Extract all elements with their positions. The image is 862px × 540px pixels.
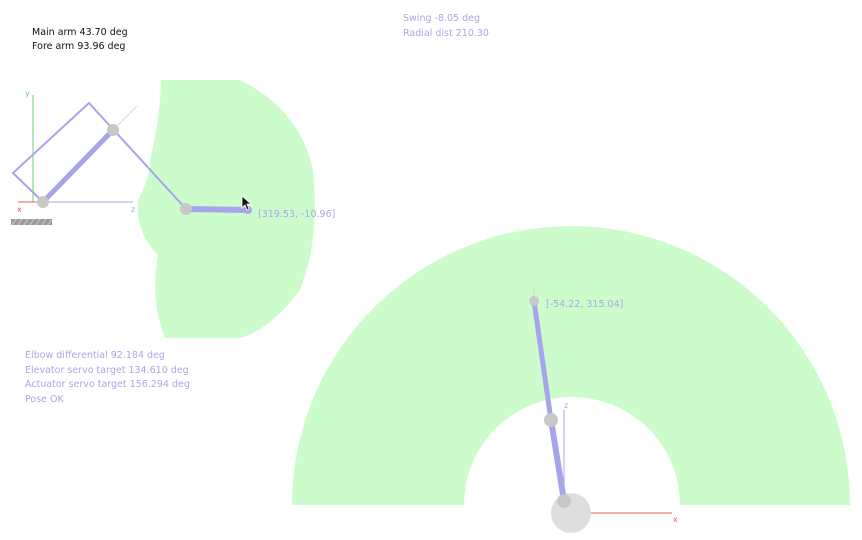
top-axis-x-label: x xyxy=(673,515,678,524)
elbow-joint[interactable] xyxy=(107,124,119,136)
top-elbow-joint[interactable] xyxy=(544,413,558,427)
swing-readout: Swing -8.05 deg xyxy=(403,13,481,24)
top-end-effector[interactable] xyxy=(529,296,539,306)
pose-status: Pose OK xyxy=(25,393,64,405)
top-target-coordinate: [-54.22, 315.04] xyxy=(546,299,624,310)
wrist-joint[interactable] xyxy=(180,203,192,215)
top-main-arm xyxy=(548,417,567,504)
elevator-servo-status: Elevator servo target 134.610 deg xyxy=(25,364,189,376)
fore-arm-angle: Fore arm 93.96 deg xyxy=(32,41,126,52)
side-axis-x-label: x xyxy=(17,205,22,214)
side-axis-y-label: y xyxy=(25,89,30,98)
side-view-linkage xyxy=(11,101,187,210)
side-view-axes xyxy=(18,95,138,203)
side-axis-z-label: z xyxy=(131,205,136,214)
status-panel: Elbow differential 92.184 deg Elevator s… xyxy=(25,350,190,408)
top-base-disc xyxy=(551,493,591,533)
main-arm-angle: Main arm 43.70 deg xyxy=(32,27,128,38)
top-base-joint[interactable] xyxy=(557,494,571,508)
hatched-base-icon xyxy=(11,218,52,226)
fore-arm-segment xyxy=(183,206,251,213)
radial-dist-readout: Radial dist 210.30 xyxy=(403,28,489,39)
side-target-coordinate: [319.53, -10.96] xyxy=(258,209,336,220)
main-arm-segment xyxy=(40,127,116,205)
actuator-servo-status: Actuator servo target 156.294 deg xyxy=(25,379,190,390)
top-workspace-region xyxy=(292,226,850,505)
top-axis-z-label: z xyxy=(564,401,569,410)
elbow-differential-status: Elbow differential 92.184 deg xyxy=(25,350,165,361)
mouse-pointer-icon xyxy=(241,195,253,211)
base-joint[interactable] xyxy=(37,196,49,208)
top-fore-arm xyxy=(531,298,554,423)
